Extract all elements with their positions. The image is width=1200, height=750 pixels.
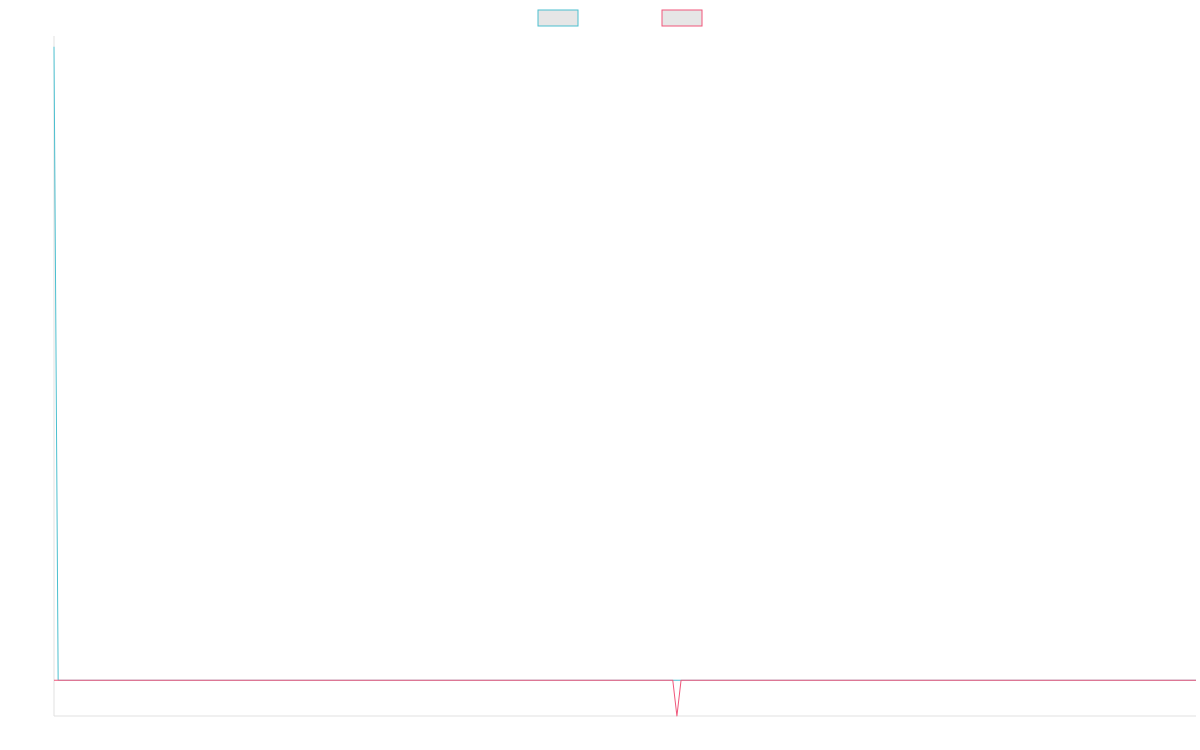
legend-swatch-1[interactable] [537,9,579,27]
legend-swatch-2[interactable] [661,9,703,27]
series-line-1 [53,46,1196,681]
series-layer [53,46,1196,717]
series-line-2 [54,679,1196,717]
legend [537,9,703,27]
axes [53,36,1196,717]
